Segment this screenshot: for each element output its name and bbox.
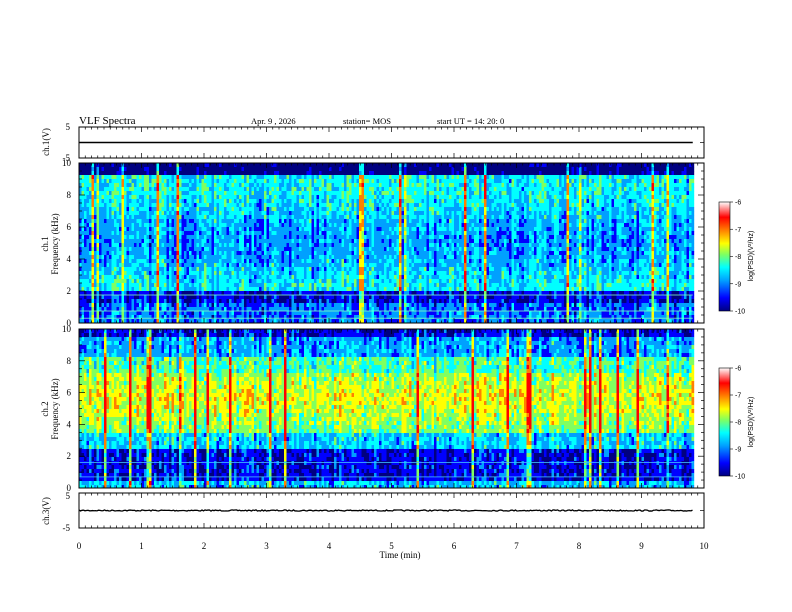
ch2-spectrogram-ylabel-ch: ch.2 [40, 401, 50, 416]
x-tick-label: 6 [452, 541, 457, 551]
station-label: station= MOS [343, 116, 391, 126]
ch1-waveform-panel: 5 -5 ch.1(V) [41, 122, 705, 163]
ch1-spectrogram-panel: 0 2 4 6 8 10 ch.1 Frequency (kHz) [40, 158, 705, 328]
colorbar-tick-label: -7 [735, 393, 741, 400]
ch3-waveform-panel: 5 -5 ch.3(V) [41, 491, 705, 533]
ch2-colorbar: -6 -7 -8 -9 -10 log(PSD)(V²/Hz) [718, 366, 755, 481]
ch3-ytick-bottom: -5 [63, 523, 71, 533]
figure-title: VLF Spectra [79, 115, 136, 127]
x-axis-label: Time (min) [380, 550, 421, 560]
ch1-waveform-ylabel: ch.1(V) [41, 128, 51, 156]
y-tick-label: 10 [62, 158, 72, 168]
colorbar-tick-label: -6 [735, 200, 741, 207]
y-tick-label: 0 [67, 483, 72, 493]
x-tick-label: 10 [700, 541, 710, 551]
colorbar-tick-label: -10 [735, 309, 745, 316]
ch1-colorbar-label: log(PSD)(V²/Hz) [748, 231, 755, 282]
colorbar-tick-label: -9 [735, 447, 741, 454]
x-tick-label: 5 [389, 541, 394, 551]
colorbar-tick-label: -10 [735, 474, 745, 481]
y-tick-label: 2 [67, 451, 72, 461]
y-tick-label: 6 [67, 388, 72, 398]
date-label: Apr. 9 , 2026 [251, 116, 296, 126]
x-tick-label: 4 [327, 541, 332, 551]
x-tick-label: 1 [139, 541, 144, 551]
y-tick-label: 8 [67, 356, 72, 366]
ch3-ytick-top: 5 [66, 491, 71, 501]
ch1-colorbar: -6 -7 -8 -9 -10 log(PSD)(V²/Hz) [718, 200, 755, 316]
colorbar-tick-label: -7 [735, 227, 741, 234]
colorbar-tick-label: -8 [735, 420, 741, 427]
ch1-ytick-bottom: -5 [63, 153, 71, 163]
x-tick-label: 0 [77, 541, 82, 551]
ch1-colorbar-scale [718, 201, 731, 312]
y-tick-label: 4 [67, 254, 72, 264]
start-time-label: start UT = 14: 20: 0 [437, 116, 504, 126]
colorbar-tick-label: -6 [735, 366, 741, 373]
ch3-waveform-ylabel: ch.3(V) [41, 497, 51, 525]
y-tick-label: 10 [62, 324, 72, 334]
ch1-spectrogram-ylabel-ch: ch.1 [40, 236, 50, 251]
colorbar-tick-label: -9 [735, 281, 741, 288]
y-tick-label: 8 [67, 190, 72, 200]
ch1-ytick-top: 5 [66, 122, 71, 132]
y-tick-label: 2 [67, 286, 72, 296]
ch2-spectrogram-panel: 0 2 4 6 8 10 ch.2 Frequency (kHz) [40, 324, 705, 493]
y-tick-label: 6 [67, 222, 72, 232]
x-tick-label: 2 [202, 541, 207, 551]
ch2-colorbar-label: log(PSD)(V²/Hz) [748, 397, 755, 448]
ch2-spectrogram-ylabel-freq: Frequency (kHz) [50, 378, 60, 439]
y-tick-label: 0 [67, 318, 72, 328]
x-tick-label: 7 [514, 541, 519, 551]
ch2-colorbar-scale [718, 367, 731, 477]
y-tick-label: 4 [67, 419, 72, 429]
ch1-spectrogram-ylabel-freq: Frequency (kHz) [50, 213, 60, 274]
x-tick-label: 9 [639, 541, 644, 551]
ch3-waveform-trace [78, 509, 693, 512]
colorbar-tick-label: -8 [735, 254, 741, 261]
x-tick-label: 3 [264, 541, 269, 551]
x-tick-label: 8 [577, 541, 582, 551]
